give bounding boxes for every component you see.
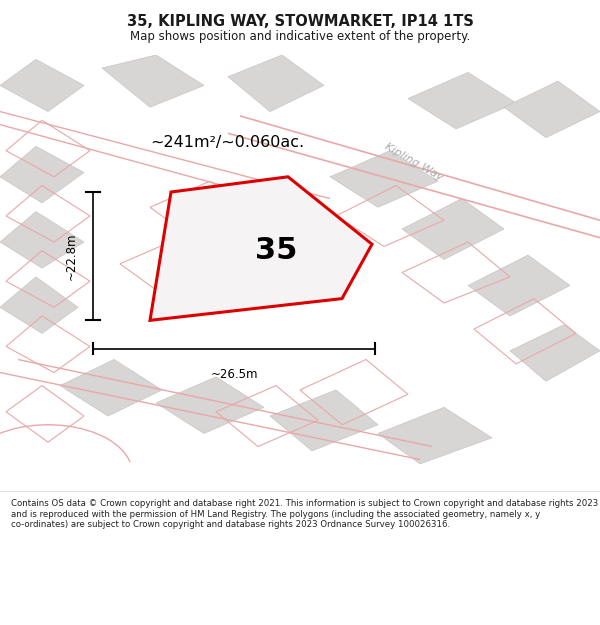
Text: ~241m²/~0.060ac.: ~241m²/~0.060ac. <box>150 134 304 149</box>
Polygon shape <box>468 255 570 316</box>
Polygon shape <box>228 55 324 111</box>
Polygon shape <box>0 212 84 268</box>
Polygon shape <box>60 359 162 416</box>
Text: ~22.8m: ~22.8m <box>65 232 78 280</box>
Polygon shape <box>504 81 600 138</box>
Polygon shape <box>378 408 492 464</box>
Text: Contains OS data © Crown copyright and database right 2021. This information is : Contains OS data © Crown copyright and d… <box>11 499 598 529</box>
Polygon shape <box>0 59 84 111</box>
Text: 35, KIPLING WAY, STOWMARKET, IP14 1TS: 35, KIPLING WAY, STOWMARKET, IP14 1TS <box>127 14 473 29</box>
Polygon shape <box>408 72 516 129</box>
Text: ~26.5m: ~26.5m <box>210 368 258 381</box>
Polygon shape <box>102 55 204 108</box>
Polygon shape <box>510 325 600 381</box>
Text: 35: 35 <box>256 236 298 265</box>
Polygon shape <box>0 277 78 333</box>
Polygon shape <box>150 177 372 321</box>
Polygon shape <box>270 390 378 451</box>
Text: Kipling Way: Kipling Way <box>383 141 445 182</box>
Polygon shape <box>402 199 504 259</box>
Polygon shape <box>156 377 264 434</box>
Polygon shape <box>330 151 438 208</box>
Text: Map shows position and indicative extent of the property.: Map shows position and indicative extent… <box>130 30 470 43</box>
Polygon shape <box>0 146 84 203</box>
